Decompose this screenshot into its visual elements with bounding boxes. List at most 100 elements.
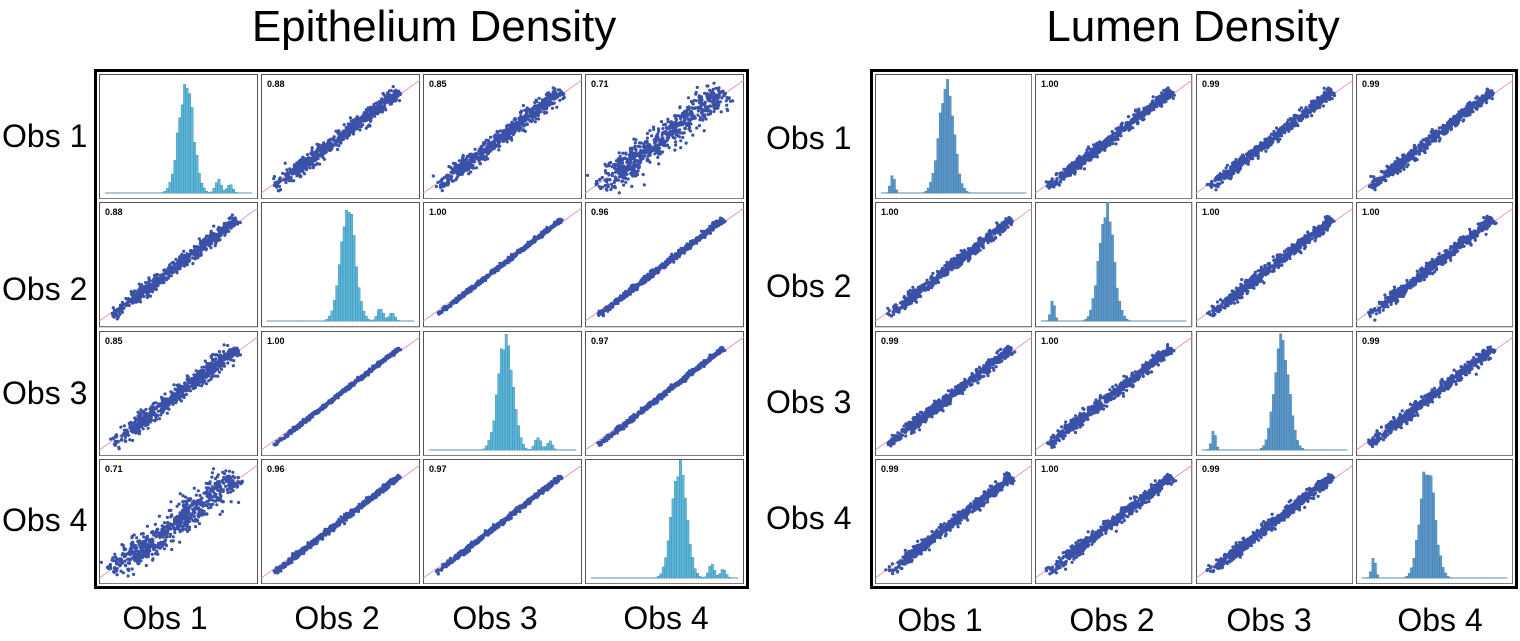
scatter-point xyxy=(651,148,655,153)
scatter-point xyxy=(536,113,540,118)
scatter-point xyxy=(139,417,143,421)
scatter-point xyxy=(625,160,629,164)
scatter-point xyxy=(184,392,189,396)
scatter-point xyxy=(675,255,679,259)
scatter-point xyxy=(337,130,341,134)
scatter-point xyxy=(510,126,514,130)
scatter-point xyxy=(681,246,685,251)
scatter-point xyxy=(128,437,132,441)
histogram-bar xyxy=(131,192,135,194)
scatter-point xyxy=(434,184,438,189)
scatter-point xyxy=(471,164,475,168)
scatter-point xyxy=(474,286,478,290)
scatter-point xyxy=(216,353,220,357)
scatter-point xyxy=(339,138,343,142)
epithelium-correlation-label: 0.96 xyxy=(591,207,609,217)
scatter-point xyxy=(381,91,385,96)
scatter-point xyxy=(364,113,368,117)
scatter-point xyxy=(686,113,690,117)
scatter-point xyxy=(144,423,148,427)
histogram-bar xyxy=(337,264,341,322)
scatter-point xyxy=(124,439,128,443)
epithelium-row-label: Obs 1 xyxy=(2,118,88,154)
scatter-point xyxy=(711,226,715,230)
scatter-point xyxy=(358,124,362,129)
scatter-point xyxy=(686,96,691,100)
scatter-point xyxy=(436,180,440,184)
scatter-point xyxy=(355,115,359,119)
scatter-point xyxy=(118,313,122,317)
scatter-point xyxy=(130,297,134,301)
scatter-point xyxy=(119,425,123,429)
histogram-bar xyxy=(308,320,312,322)
scatter-point xyxy=(631,171,635,175)
scatter-point xyxy=(484,279,488,283)
scatter-point xyxy=(238,221,242,225)
scatter-point xyxy=(216,374,220,378)
scatter-point xyxy=(525,122,529,126)
scatter-point xyxy=(461,154,465,158)
scatter-point xyxy=(170,270,174,274)
scatter-point xyxy=(344,126,348,130)
scatter-point xyxy=(477,149,481,153)
scatter-point xyxy=(384,100,388,104)
scatter-point xyxy=(150,413,154,417)
scatter-point xyxy=(152,401,156,405)
scatter-point xyxy=(543,111,547,115)
scatter-point xyxy=(215,238,219,243)
scatter-point xyxy=(662,130,666,134)
scatter-point xyxy=(198,248,202,252)
scatter-point xyxy=(716,88,720,93)
scatter-point xyxy=(709,104,713,108)
scatter-point xyxy=(187,254,191,258)
scatter-point xyxy=(222,221,226,226)
histogram-bar xyxy=(291,320,295,322)
histogram-bar xyxy=(202,187,206,194)
histogram-bar xyxy=(217,179,221,194)
scatter-point xyxy=(674,140,678,144)
histogram-bar xyxy=(246,192,250,194)
scatter-point xyxy=(630,166,634,170)
scatter-point xyxy=(679,139,683,143)
scatter-point xyxy=(117,310,121,314)
scatter-point xyxy=(724,99,728,103)
scatter-point xyxy=(167,274,171,278)
scatter-point xyxy=(706,84,710,88)
scatter-point xyxy=(202,242,207,247)
epithelium-title: Epithelium Density xyxy=(251,2,617,51)
scatter-point xyxy=(223,233,227,238)
scatter-point xyxy=(185,263,189,267)
histogram-bar xyxy=(215,182,218,194)
scatter-point xyxy=(696,109,700,113)
scatter-point xyxy=(138,285,142,290)
scatter-point xyxy=(186,381,190,385)
scatter-points xyxy=(109,342,242,450)
histogram-bar xyxy=(227,185,231,194)
scatter-point xyxy=(450,175,454,179)
scatter-point xyxy=(450,179,455,183)
scatter-point xyxy=(396,91,400,95)
scatter-point xyxy=(354,123,358,127)
histogram-bar xyxy=(178,117,182,194)
scatter-point xyxy=(150,287,154,292)
scatter-point xyxy=(148,419,152,424)
scatter-point xyxy=(656,155,660,159)
scatter-point xyxy=(122,428,126,432)
scatter-point xyxy=(630,146,634,150)
epithelium-scatter-cell: 0.85 xyxy=(99,330,258,456)
scatter-point xyxy=(698,118,702,122)
scatter-point xyxy=(682,249,686,253)
scatter-point xyxy=(483,150,487,154)
scatter-point xyxy=(347,132,351,136)
scatter-point xyxy=(645,131,650,136)
histogram-bar xyxy=(158,192,162,194)
scatter-point xyxy=(480,146,484,150)
scatter-point xyxy=(703,91,707,95)
scatter-point xyxy=(697,124,702,128)
scatter-point xyxy=(691,133,695,137)
scatter-point xyxy=(517,129,521,133)
scatter-point xyxy=(631,163,636,167)
scatter-point xyxy=(326,140,330,144)
scatter-point xyxy=(197,380,201,384)
scatter-point xyxy=(661,127,665,131)
